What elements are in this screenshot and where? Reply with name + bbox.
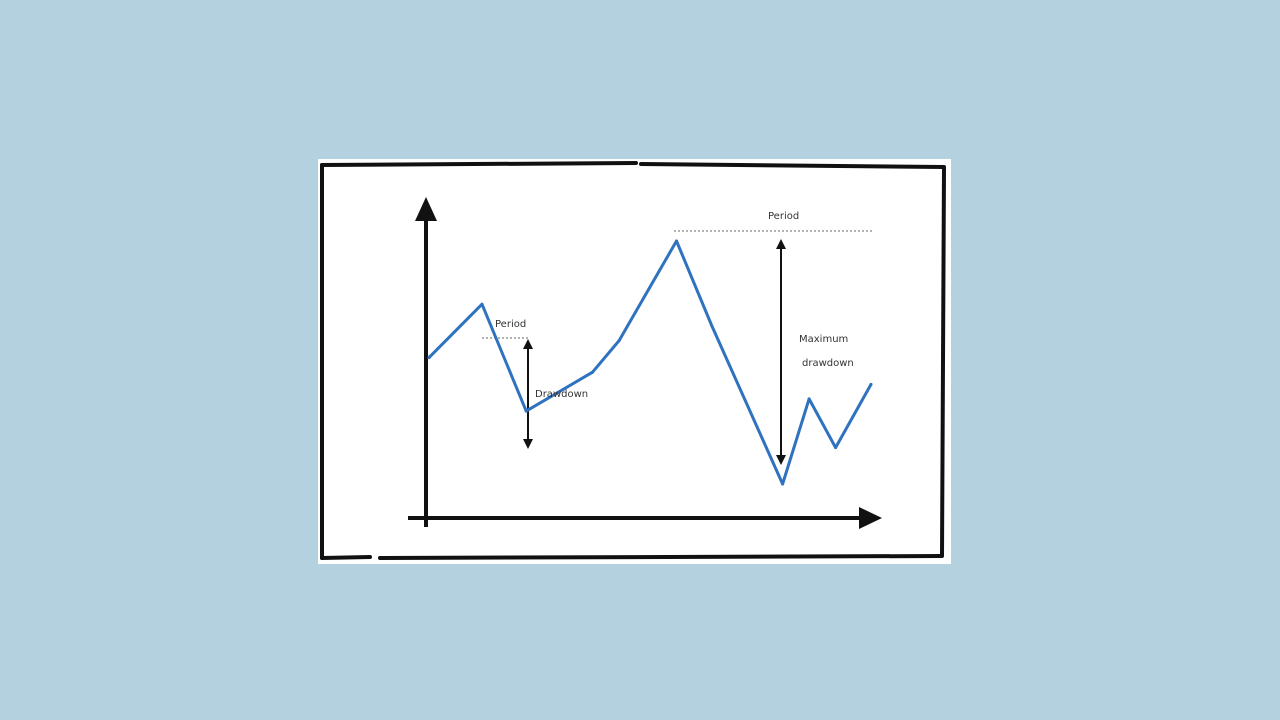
series-point-3 — [591, 370, 594, 374]
diagram-card: Period Drawdown Period Maximum drawdown — [318, 159, 951, 564]
series-point-8 — [807, 397, 811, 401]
maximum-drawdown-arrow — [776, 239, 786, 465]
frame-bottom-2 — [320, 555, 372, 560]
drawdown-diagram: Period Drawdown Period Maximum drawdown — [320, 161, 946, 560]
y-axis-arrowhead — [415, 197, 437, 221]
series-point-5 — [675, 239, 678, 243]
x-axis-arrowhead — [859, 507, 882, 529]
series-point-10 — [869, 382, 873, 386]
axes — [408, 211, 873, 527]
series-point-1 — [480, 302, 484, 306]
maximum-drawdown-label-line2: drawdown — [802, 358, 854, 369]
series-point-0 — [427, 356, 431, 360]
series-point-2 — [524, 409, 528, 413]
peak-label-small: Period — [495, 319, 526, 330]
drawdown-label: Drawdown — [535, 389, 588, 400]
drawdown-arrow — [523, 339, 533, 449]
series-point-9 — [834, 446, 838, 450]
maximum-drawdown-label-line1: Maximum — [799, 334, 848, 345]
frame-top — [320, 161, 638, 167]
frame — [320, 161, 946, 560]
series-point-6 — [710, 324, 714, 328]
peak-label-large: Period — [768, 211, 799, 222]
frame-top-2 — [639, 162, 946, 169]
frame-right — [940, 166, 946, 557]
frame-bottom — [378, 554, 944, 560]
series-points — [427, 239, 873, 486]
series-point-4 — [617, 339, 621, 343]
series-point-7 — [781, 482, 785, 486]
